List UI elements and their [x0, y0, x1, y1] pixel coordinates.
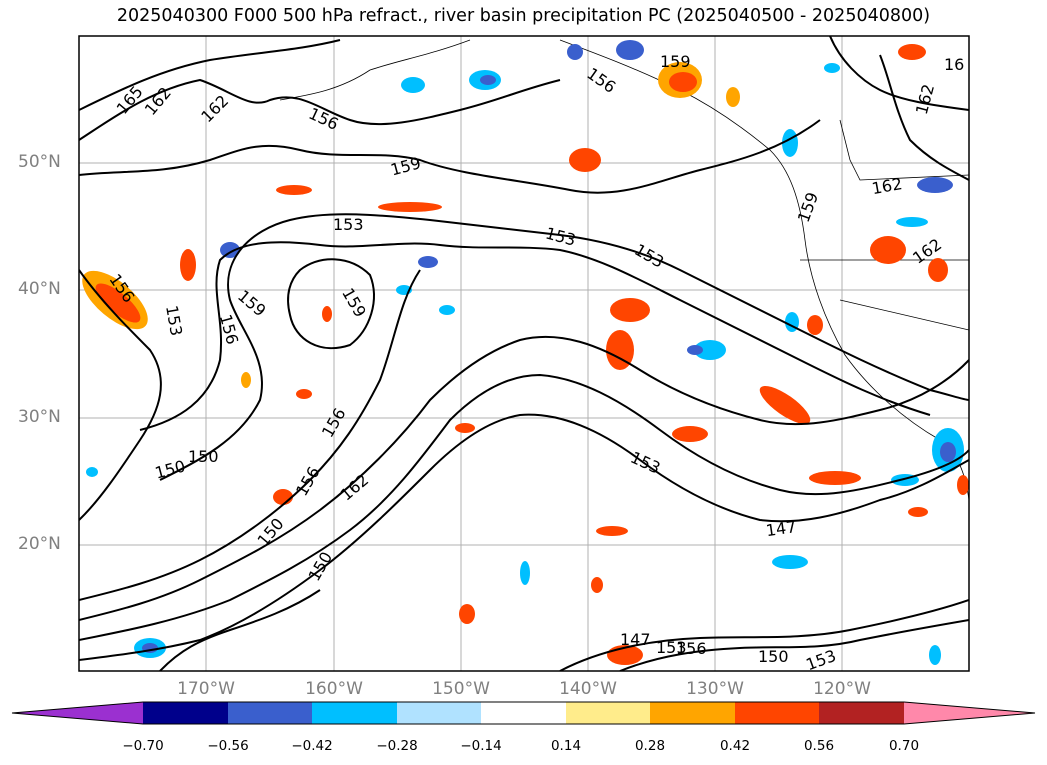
lat-label: 40°N	[18, 279, 61, 299]
refractivity-contours	[79, 36, 969, 671]
colorbar-tick-label: −0.42	[291, 738, 333, 754]
colorbar-tick-label: −0.56	[207, 738, 249, 754]
lon-label: 140°W	[559, 679, 617, 699]
colorbar-tick-label: −0.14	[460, 738, 502, 754]
graticule	[79, 36, 969, 671]
contour-label: 153	[333, 215, 364, 234]
lat-label: 50°N	[18, 152, 61, 172]
lon-label: 130°W	[686, 679, 744, 699]
colorbar-bin	[566, 702, 650, 724]
colorbar-extend-over	[904, 702, 1035, 724]
contour-label: 159	[660, 52, 691, 71]
colorbar-bin	[735, 702, 819, 724]
colorbar-bin	[481, 702, 566, 724]
colorbar-tick-label: 0.14	[550, 738, 582, 754]
contour-label: 156	[676, 639, 707, 658]
colorbar-bin	[650, 702, 735, 724]
lon-label: 160°W	[305, 679, 363, 699]
colorbar-bin	[228, 702, 312, 724]
colorbar-tick-label: 0.70	[888, 738, 920, 754]
colorbar-bin	[143, 702, 228, 724]
contour-label: 150	[188, 447, 219, 466]
lon-label: 120°W	[813, 679, 871, 699]
colorbar-tick-label: −0.70	[122, 738, 164, 754]
colorbar-tick-label: 0.56	[803, 738, 835, 754]
colorbar-bin	[397, 702, 481, 724]
colorbar-outline	[11, 701, 1036, 725]
colorbar-tick-label: 0.28	[634, 738, 666, 754]
map-frame	[78, 35, 970, 672]
lat-label: 20°N	[18, 534, 61, 554]
contour-label: 16	[944, 55, 964, 74]
colorbar-extend-under	[12, 702, 143, 724]
lon-label: 150°W	[432, 679, 490, 699]
lon-label: 170°W	[177, 679, 235, 699]
contour-label: 147	[765, 517, 798, 540]
map-title: 2025040300 F000 500 hPa refract., river …	[116, 6, 931, 26]
colorbar	[11, 701, 1036, 725]
contour-label: 147	[620, 630, 651, 649]
contour-label: 153	[656, 638, 687, 657]
colorbar-tick-label: 0.42	[719, 738, 751, 754]
colorbar-bin	[819, 702, 904, 724]
colorbar-bin	[312, 702, 397, 724]
contour-label: 150	[758, 647, 789, 666]
colorbar-tick-label: −0.28	[376, 738, 418, 754]
lat-label: 30°N	[18, 407, 61, 427]
